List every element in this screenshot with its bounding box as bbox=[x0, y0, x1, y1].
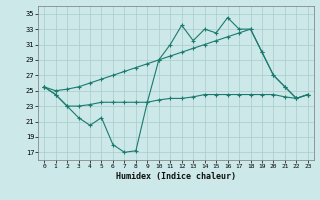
X-axis label: Humidex (Indice chaleur): Humidex (Indice chaleur) bbox=[116, 172, 236, 181]
